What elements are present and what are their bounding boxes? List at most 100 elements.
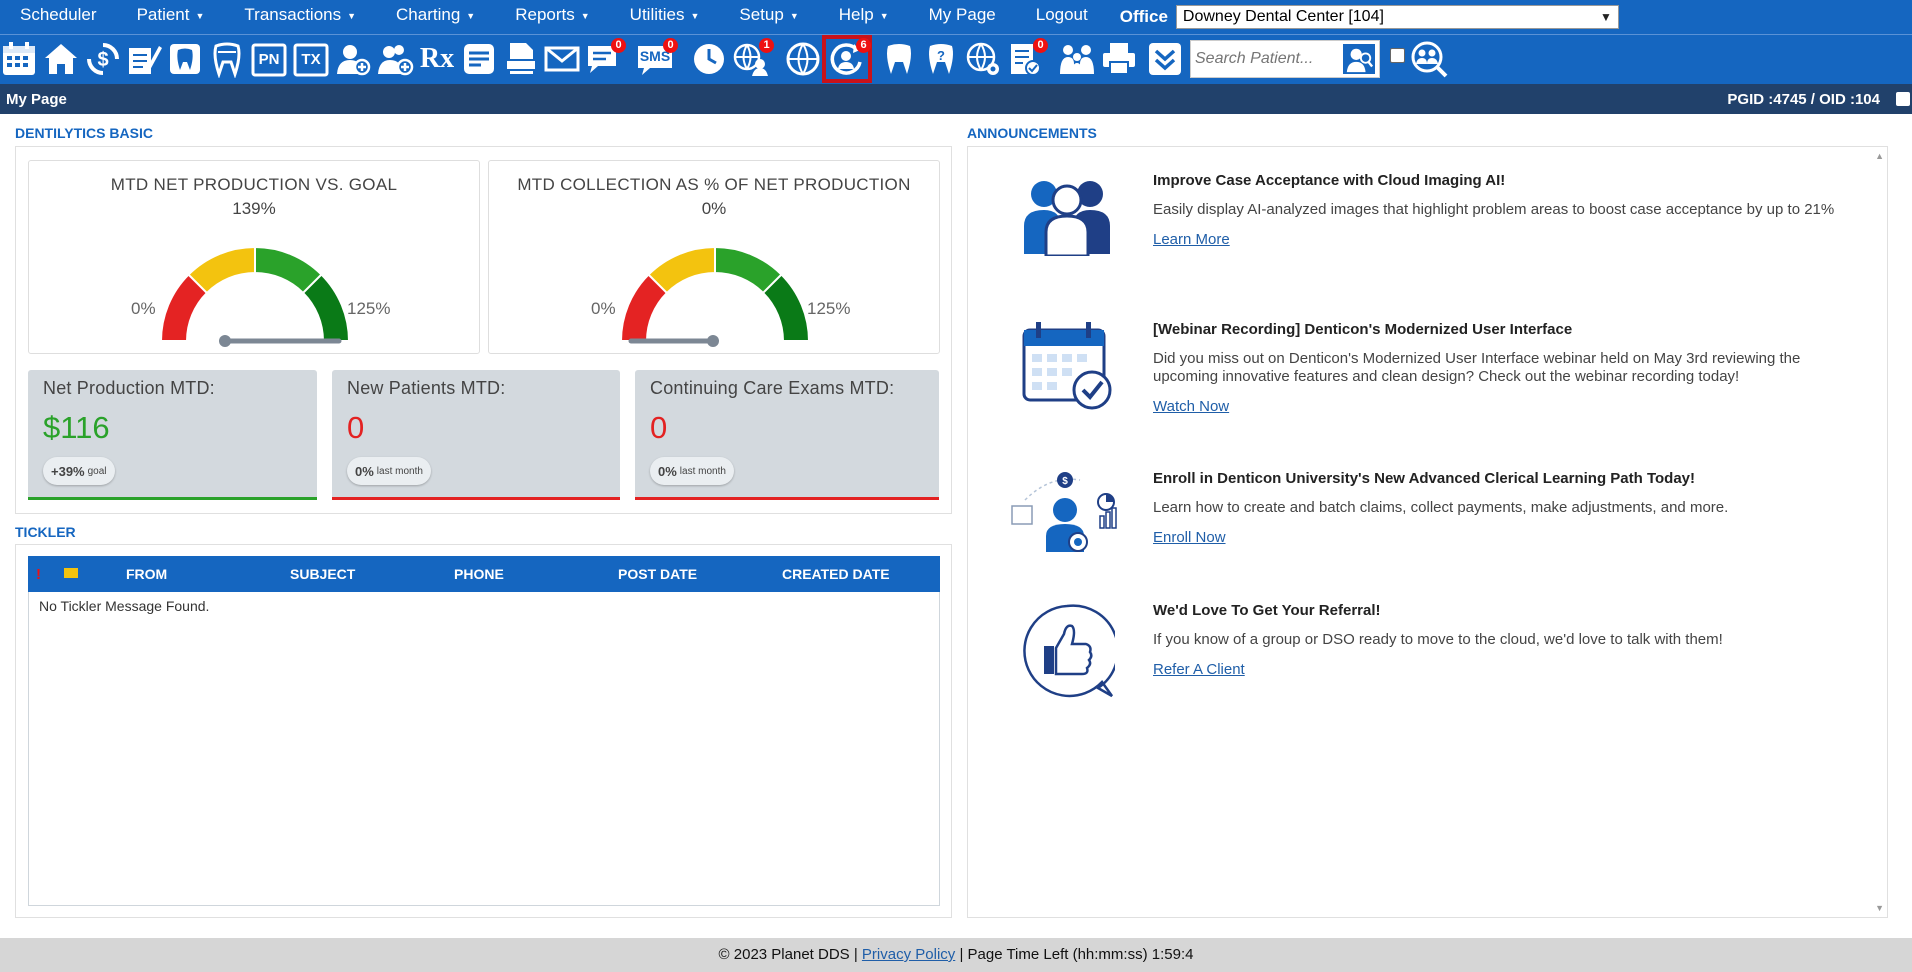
globe-icon[interactable] xyxy=(784,40,822,78)
menu-scheduler[interactable]: Scheduler xyxy=(20,5,97,24)
group-search-icon[interactable] xyxy=(1410,40,1448,78)
gauge-dial xyxy=(619,245,811,347)
add-family-icon[interactable] xyxy=(376,40,414,78)
gauge-max-label: 125% xyxy=(807,299,851,318)
caret-down-icon: ▼ xyxy=(347,10,357,21)
refer-client-link[interactable]: Refer A Client xyxy=(1153,661,1245,678)
kpi-value: 0 xyxy=(347,410,365,445)
office-select-value: Downey Dental Center [104] xyxy=(1182,8,1384,25)
menu-utilities[interactable]: Utilities ▼ xyxy=(629,5,700,24)
treatment-plan-icon[interactable]: TX xyxy=(292,40,330,78)
gauge-value: 0% xyxy=(701,199,727,218)
messages-icon[interactable]: 0 xyxy=(584,38,626,78)
gauge-needle-pivot xyxy=(219,335,231,347)
web-patient-icon[interactable]: 1 xyxy=(732,38,774,78)
progress-notes-icon[interactable]: PN xyxy=(250,40,288,78)
document-icon[interactable] xyxy=(502,40,540,78)
family-icon[interactable] xyxy=(1058,40,1096,78)
tooth-icon[interactable] xyxy=(880,40,918,78)
home-icon[interactable] xyxy=(42,40,80,78)
caret-down-icon: ▼ xyxy=(789,10,799,21)
expand-chevron-icon[interactable] xyxy=(1146,40,1184,78)
main-menu-bar: Scheduler Patient ▼ Transactions ▼ Chartin… xyxy=(0,0,1912,34)
rx-label: Rx xyxy=(419,43,455,74)
menu-logout[interactable]: Logout xyxy=(1035,5,1088,24)
printer-icon[interactable] xyxy=(1100,40,1138,78)
patient-sync-icon[interactable]: 6 xyxy=(822,35,872,83)
gauge-min-label: 0% xyxy=(591,299,616,318)
notes-icon[interactable] xyxy=(460,40,498,78)
page-time-left: | Page Time Left (hh:mm:ss) 1:59:4 xyxy=(959,946,1194,963)
clock-icon[interactable] xyxy=(690,40,728,78)
kpi-trend-pill: +39% goal xyxy=(43,457,115,485)
column-subject[interactable]: SUBJECT xyxy=(290,566,356,582)
copyright-text: © 2023 Planet DDS | xyxy=(718,946,858,963)
toolbar-checkbox[interactable] xyxy=(1390,48,1405,63)
menu-charting[interactable]: Charting ▼ xyxy=(396,5,476,24)
announcement-item: We'd Love To Get Your Referral! If you k… xyxy=(1153,602,1865,679)
gauge-dial xyxy=(159,245,351,347)
sms-badge: 0 xyxy=(663,38,678,53)
print-page-icon[interactable] xyxy=(1896,92,1910,106)
announcement-item: Enroll in Denticon University's New Adva… xyxy=(1153,470,1865,547)
prescription-icon[interactable]: Rx xyxy=(418,40,456,78)
priority-column-header[interactable]: ! xyxy=(36,566,41,583)
menu-transactions[interactable]: Transactions ▼ xyxy=(244,5,357,24)
menu-reports[interactable]: Reports ▼ xyxy=(515,5,590,24)
column-phone[interactable]: PHONE xyxy=(454,566,504,582)
claims-badge: 0 xyxy=(1033,38,1048,53)
gauge-segment-3 xyxy=(761,273,811,342)
claims-icon[interactable]: 0 xyxy=(1006,38,1048,78)
menu-setup[interactable]: Setup ▼ xyxy=(739,5,799,24)
tickler-section-label: TICKLER xyxy=(15,524,76,540)
edit-notes-icon[interactable] xyxy=(125,40,163,78)
tickler-table xyxy=(28,556,940,906)
kpi-new-patients: New Patients MTD: 0 0% last month xyxy=(332,370,620,500)
envelope-icon xyxy=(64,568,78,578)
scroll-up-icon[interactable]: ▲ xyxy=(1875,151,1884,161)
tooth-chart-icon[interactable] xyxy=(166,40,204,78)
svg-text:$: $ xyxy=(1062,476,1068,487)
patient-search-icon[interactable] xyxy=(1341,42,1377,76)
page-title-bar: My Page PGID :4745 / OID :104 xyxy=(0,84,1912,114)
learn-more-link[interactable]: Learn More xyxy=(1153,231,1230,248)
kpi-status-line xyxy=(332,497,620,500)
announcement-title: [Webinar Recording] Denticon's Modernize… xyxy=(1153,321,1573,338)
office-select[interactable]: Downey Dental Center [104] ▼ xyxy=(1175,5,1619,29)
tooth-help-icon[interactable]: ? xyxy=(922,40,960,78)
thumbs-up-icon xyxy=(1020,604,1120,704)
column-post-date[interactable]: POST DATE xyxy=(618,566,698,582)
column-from[interactable]: FROM xyxy=(126,566,168,582)
column-created-date[interactable]: CREATED DATE xyxy=(782,566,890,582)
gauge-title: MTD NET PRODUCTION VS. GOAL xyxy=(110,175,398,194)
patient-search-input[interactable] xyxy=(1191,41,1341,77)
gauge-min-label: 0% xyxy=(131,299,156,318)
email-icon[interactable] xyxy=(543,40,581,78)
perio-chart-icon[interactable] xyxy=(208,40,246,79)
kpi-value: 0 xyxy=(650,410,668,445)
svg-text:?: ? xyxy=(937,48,945,63)
kpi-trend-pill: 0% last month xyxy=(347,457,431,485)
patient-sync-badge: 6 xyxy=(856,38,871,53)
caret-down-icon: ▼ xyxy=(195,10,205,21)
gauge-value: 139% xyxy=(232,199,276,218)
menu-patient[interactable]: Patient ▼ xyxy=(136,5,205,24)
watch-now-link[interactable]: Watch Now xyxy=(1153,398,1230,415)
web-settings-icon[interactable] xyxy=(964,40,1002,78)
kpi-trend-value: +39% xyxy=(51,463,85,479)
scroll-down-icon[interactable]: ▼ xyxy=(1875,903,1884,913)
learner-icon: $ xyxy=(1010,470,1125,567)
calendar-icon[interactable] xyxy=(0,40,38,78)
caret-down-icon: ▼ xyxy=(690,10,700,21)
menu-help[interactable]: Help ▼ xyxy=(838,5,889,24)
messages-badge: 0 xyxy=(611,38,626,53)
enroll-now-link[interactable]: Enroll Now xyxy=(1153,529,1226,546)
menu-my-page[interactable]: My Page xyxy=(928,5,996,24)
privacy-policy-link[interactable]: Privacy Policy xyxy=(861,946,956,963)
dollar-transaction-icon[interactable]: $ xyxy=(84,40,122,78)
gauge-net-production: MTD NET PRODUCTION VS. GOAL 139% 0% 125% xyxy=(28,160,480,354)
announcement-item: [Webinar Recording] Denticon's Modernize… xyxy=(1153,321,1865,416)
add-patient-icon[interactable] xyxy=(334,40,372,78)
sms-icon[interactable]: SMS 0 xyxy=(636,38,678,78)
footer: © 2023 Planet DDS | Privacy Policy | Pag… xyxy=(0,938,1912,972)
